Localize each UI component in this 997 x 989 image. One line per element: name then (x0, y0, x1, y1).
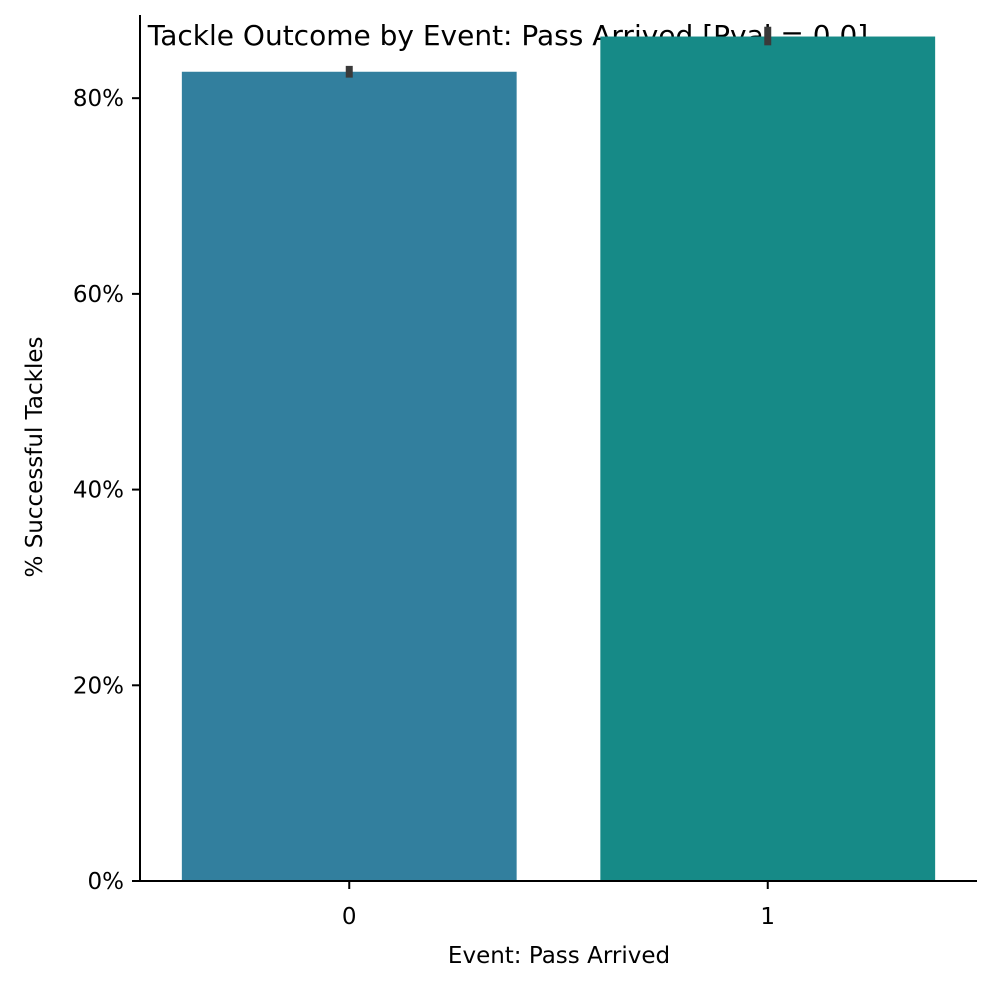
y-tick-label-80: 80% (73, 86, 124, 112)
y-ticks: 0% 20% 40% 60% 80% (73, 86, 140, 895)
x-tick-label-0: 0 (342, 904, 357, 930)
y-tick-label-40: 40% (73, 478, 124, 504)
y-tick-label-60: 60% (73, 282, 124, 308)
y-tick-label-0: 0% (88, 869, 125, 895)
y-tick-label-20: 20% (73, 673, 124, 699)
bar-1 (600, 36, 936, 881)
axes-layer (139, 15, 977, 882)
bars-layer (181, 36, 936, 881)
x-axis-label: Event: Pass Arrived (448, 943, 670, 969)
x-tick-label-1: 1 (760, 904, 775, 930)
bar-0 (181, 71, 517, 881)
y-axis-label: % Successful Tackles (22, 337, 48, 578)
error-bars-layer (345, 26, 772, 78)
